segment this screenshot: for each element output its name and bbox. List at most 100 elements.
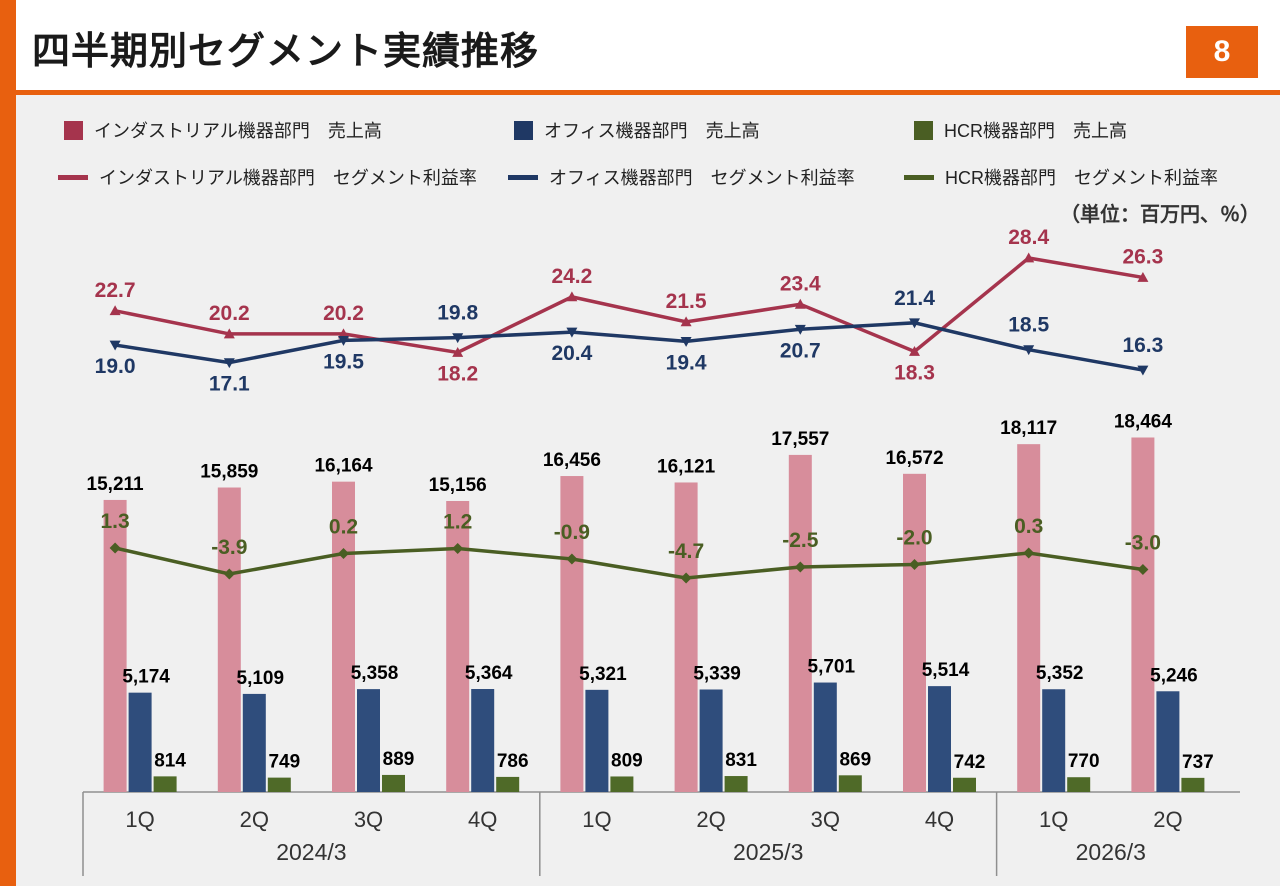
rate-value-label: -3.9 [211, 536, 247, 559]
quarter-label: 4Q [468, 807, 497, 832]
bar-value-label: 770 [1068, 751, 1100, 772]
legend-line-icon [58, 174, 88, 180]
bar [724, 776, 748, 792]
bar-value-label: 5,339 [693, 663, 741, 684]
rate-value-label: 24.2 [551, 265, 592, 288]
bar [1156, 691, 1180, 792]
quarter-label: 4Q [925, 807, 954, 832]
legend-item-hcr-sales: HCR機器部門 売上高 [914, 119, 1127, 141]
bar [1017, 444, 1041, 792]
legend-item-industrial-sales: インダストリアル機器部門 売上高 [64, 119, 382, 141]
header-divider [16, 90, 1280, 95]
bar [1181, 777, 1205, 792]
bar-value-label: 5,514 [922, 660, 970, 681]
rate-value-label: -2.5 [782, 529, 819, 552]
rate-value-label: 1.3 [100, 510, 129, 533]
bar-value-label: 831 [725, 750, 757, 771]
line-marker-icon [223, 328, 235, 339]
bar [242, 693, 266, 792]
rate-value-label: 19.0 [95, 355, 136, 378]
bar [471, 689, 495, 792]
legend-item-hcr-margin: HCR機器部門 セグメント利益率 [904, 166, 1218, 188]
bar-value-label: 16,164 [314, 456, 373, 477]
line-marker-icon [452, 346, 464, 357]
rate-value-label: 16.3 [1122, 334, 1163, 357]
rate-value-label: 0.3 [1014, 515, 1043, 538]
bar-value-label: 5,109 [237, 668, 285, 689]
page-number-badge: 8 [1186, 26, 1258, 78]
rate-value-label: 19.4 [666, 351, 707, 374]
quarterly-segment-combo-chart: 2024/3 2025/3 2026/3 1Q 2Q 3Q 4Q 1Q 2Q 3Q 4Q 1Q 2Q 15… [82, 226, 1240, 876]
rate-value-label: -3.0 [1125, 532, 1161, 555]
legend-square-icon [64, 120, 83, 140]
rate-value-label: 21.4 [894, 287, 935, 310]
bar [357, 689, 380, 792]
line-marker-icon [338, 328, 349, 339]
accent-strip [0, 0, 16, 886]
legend-line-icon [904, 174, 934, 180]
bar [217, 487, 241, 792]
header: 四半期別セグメント実績推移 [16, 0, 1280, 90]
rate-value-label: 19.5 [323, 350, 364, 373]
quarter-label: 3Q [354, 807, 383, 832]
line-marker-icon [794, 324, 806, 335]
line-marker-icon [452, 333, 464, 344]
bar [788, 454, 812, 792]
rate-value-label: 18.5 [1008, 314, 1049, 337]
bar-value-label: 5,321 [579, 664, 627, 685]
bar-value-label: 16,121 [657, 456, 716, 477]
bar-value-label: 742 [954, 752, 986, 773]
bar-value-label: 5,701 [808, 657, 856, 678]
bar [267, 777, 291, 792]
quarter-label: 1Q [125, 807, 154, 832]
line-marker-icon [680, 316, 692, 327]
bar [928, 686, 951, 792]
legend-label: インダストリアル機器部門 売上高 [94, 121, 382, 141]
line-marker-icon [909, 346, 920, 356]
rate-value-label: 20.7 [780, 339, 821, 362]
bar [128, 692, 152, 792]
line-marker-icon [909, 559, 920, 570]
year-label: 2026/3 [1076, 839, 1146, 865]
legend-line-icon [508, 174, 538, 180]
line-marker-icon [566, 291, 578, 302]
category-axis: 2024/3 2025/3 2026/3 1Q 2Q 3Q 4Q 1Q 2Q 3Q 4Q 1Q 2Q [82, 791, 1240, 876]
legend-item-industrial-margin: インダストリアル機器部門 セグメント利益率 [58, 166, 477, 188]
line-marker-icon [1023, 345, 1035, 356]
legend-square-icon [914, 120, 933, 140]
bar-value-label: 15,156 [429, 475, 487, 496]
bar-value-label: 18,117 [1000, 418, 1057, 439]
bar [103, 499, 127, 792]
quarter-label: 2Q [696, 807, 725, 832]
rate-value-label: 20.2 [209, 302, 250, 325]
bar [446, 501, 470, 792]
bar [813, 682, 837, 792]
bar-series-1: 5,174 5,109 5,358 5,364 5,321 5,339 5,701 5,514… [122, 657, 1198, 792]
bar-value-label: 5,358 [351, 663, 399, 684]
bar-value-label: 16,456 [543, 450, 601, 471]
rate-value-label: -2.0 [896, 527, 932, 550]
bar-series-2: 814 749 889 786 809 831 869 742 770 737 [153, 749, 1214, 792]
rate-value-label: -4.7 [668, 540, 704, 563]
bar-value-label: 15,211 [87, 474, 144, 495]
bar [585, 689, 609, 792]
bar [953, 777, 976, 792]
rate-value-label: -0.9 [554, 521, 590, 544]
page-title: 四半期別セグメント実績推移 [32, 31, 540, 73]
bar-series-0: 15,211 15,859 16,164 15,156 16,456 16,121 17,5… [87, 411, 1172, 792]
rate-value-label: 21.5 [666, 290, 707, 313]
rate-value-label: 18.3 [894, 362, 935, 385]
rate-value-label: 17.1 [209, 373, 250, 396]
rate-value-label: 19.8 [437, 302, 478, 325]
year-label: 2024/3 [276, 839, 346, 865]
line-marker-icon [452, 543, 464, 554]
legend-label: オフィス機器部門 売上高 [544, 121, 760, 141]
bar [1042, 689, 1066, 792]
rate-value-label: 18.2 [437, 362, 478, 385]
line-marker-icon [680, 336, 692, 347]
rate-value-label: 20.4 [551, 342, 592, 365]
bar-value-label: 889 [383, 749, 415, 770]
bar [382, 774, 405, 792]
quarter-label: 1Q [1039, 807, 1068, 832]
bar-value-label: 749 [268, 752, 300, 773]
